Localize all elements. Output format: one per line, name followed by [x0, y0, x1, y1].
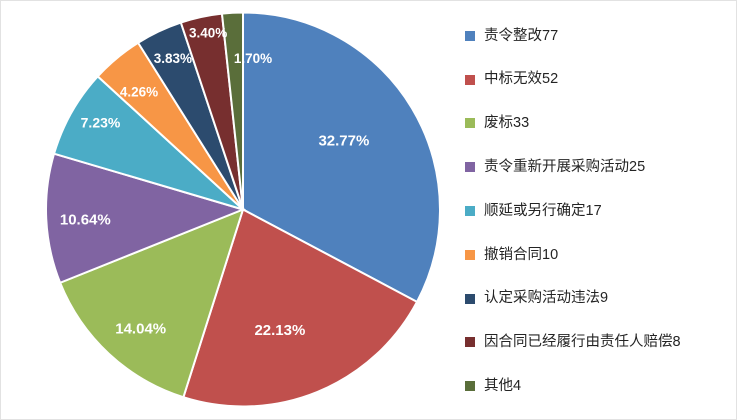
svg-text:14.04%: 14.04% — [115, 320, 166, 337]
svg-text:4.26%: 4.26% — [120, 85, 158, 100]
svg-text:3.40%: 3.40% — [189, 25, 227, 40]
svg-text:32.77%: 32.77% — [318, 133, 369, 150]
svg-text:22.13%: 22.13% — [254, 322, 305, 339]
svg-text:3.83%: 3.83% — [154, 51, 192, 66]
svg-text:7.23%: 7.23% — [81, 114, 121, 130]
svg-text:1.70%: 1.70% — [234, 51, 272, 66]
svg-text:10.64%: 10.64% — [60, 212, 111, 229]
